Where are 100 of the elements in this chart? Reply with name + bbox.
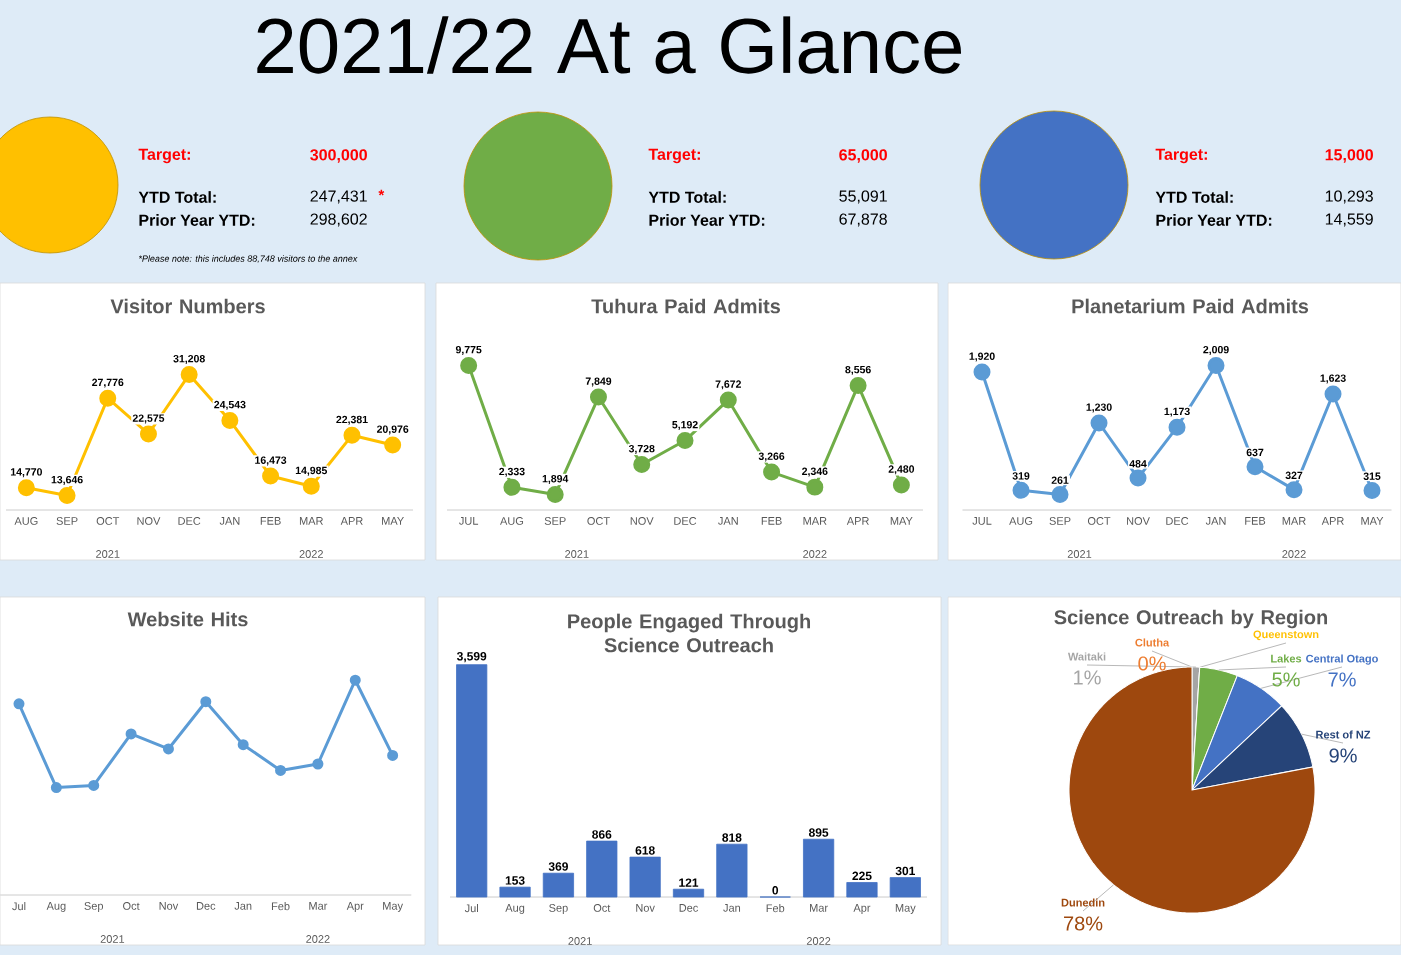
- data-label: 78%: [1064, 916, 1103, 931]
- text: 0%: [1138, 656, 1166, 671]
- text: Prior Year YTD:: [1156, 214, 1272, 226]
- data-label: 315: [1363, 472, 1381, 480]
- x-tick-label: May: [895, 904, 916, 914]
- text: 247,431: [310, 190, 367, 204]
- text: 2021/22 At a Glance: [257, 16, 962, 74]
- text: *Please note: this includes 88,748 visitors to the annex: [138, 255, 358, 263]
- data-label: 895: [808, 828, 829, 837]
- point: [676, 432, 694, 450]
- text: 2022: [306, 935, 330, 943]
- data-label: 225: [852, 871, 872, 881]
- point: [1168, 418, 1186, 436]
- data-label: 7,672: [715, 380, 742, 390]
- bar: [716, 843, 748, 898]
- text: 2022: [803, 550, 827, 558]
- text: 300,000: [310, 149, 367, 163]
- text: *: [378, 189, 385, 196]
- point: [237, 739, 249, 751]
- point: [1051, 486, 1069, 504]
- slice-label: Central Otago: [1306, 654, 1378, 665]
- data-label: 2,333: [499, 467, 525, 477]
- category-label: Clutha: [1135, 638, 1170, 647]
- data-label: 2,009: [1203, 345, 1229, 355]
- text: 65,000: [839, 149, 887, 163]
- text: 14,559: [1325, 213, 1373, 227]
- data-label: 3,266: [758, 452, 785, 462]
- data-label: 121: [679, 878, 699, 887]
- text: 2021: [96, 550, 120, 558]
- point: [162, 743, 174, 755]
- point: [1324, 385, 1342, 403]
- data-label: 24,543: [214, 400, 246, 410]
- point: [589, 388, 607, 406]
- x-tick-label: OCT: [1087, 517, 1111, 525]
- point: [719, 391, 737, 409]
- x-tick-label: Oct: [593, 904, 611, 912]
- point: [1012, 481, 1030, 499]
- point: [343, 426, 361, 444]
- data-label: 9%: [1329, 748, 1357, 763]
- text: YTD Total:: [648, 191, 726, 203]
- text: 67,878: [839, 213, 887, 227]
- text: 2021: [568, 937, 592, 945]
- bar: [629, 856, 661, 898]
- data-label: 1,623: [1320, 374, 1346, 384]
- x-tick-label: Nov: [159, 902, 179, 910]
- text: Prior Year YTD:: [139, 214, 255, 226]
- bar: [672, 888, 705, 898]
- x-tick-label: OCT: [587, 517, 610, 525]
- x-tick-label: FEB: [1245, 517, 1266, 525]
- x-tick-label: JAN: [1205, 517, 1226, 525]
- data-label: 327: [1285, 471, 1303, 480]
- point: [1246, 458, 1264, 476]
- x-tick-label: NOV: [137, 517, 161, 525]
- x-tick-label: Sep: [84, 902, 104, 913]
- bar: [542, 872, 574, 898]
- point: [503, 478, 521, 496]
- x-tick-label: JAN: [718, 517, 738, 525]
- category-label: Queenstown: [1253, 630, 1319, 641]
- x-tick-label: AUG: [1009, 517, 1033, 525]
- data-label: 22,381: [336, 415, 368, 425]
- point: [221, 411, 239, 429]
- data-label: 618: [635, 846, 655, 855]
- chart-title: Science Outreach by Region: [1054, 609, 1328, 629]
- data-label: 261: [1051, 476, 1069, 484]
- slice-label: Lakes: [1271, 654, 1302, 663]
- text: 15,000: [1325, 149, 1373, 163]
- text: YTD Total:: [138, 191, 216, 203]
- data-label: 1,230: [1086, 403, 1112, 413]
- data-label: 866: [592, 830, 612, 839]
- point: [384, 436, 402, 454]
- x-tick-label: AUG: [500, 517, 524, 525]
- x-tick-label: SEP: [56, 517, 78, 525]
- data-label: 31,208: [173, 354, 205, 364]
- x-tick-label: Apr: [346, 902, 364, 912]
- data-label: 5,192: [672, 420, 698, 430]
- data-label: 0: [772, 886, 779, 895]
- x-tick-label: Dec: [196, 902, 216, 910]
- data-label: 14,985: [295, 466, 328, 476]
- text: 2021: [100, 935, 125, 943]
- bar: [846, 882, 878, 898]
- x-tick-label: Feb: [766, 904, 785, 913]
- x-tick-label: FEB: [260, 517, 281, 525]
- point: [1363, 482, 1381, 500]
- text: YTD Total:: [1155, 191, 1233, 203]
- point: [125, 728, 137, 740]
- x-tick-label: MAR: [803, 517, 827, 525]
- x-tick-label: MAR: [1282, 517, 1306, 525]
- data-label: 301: [895, 866, 915, 876]
- data-label: 7,849: [585, 377, 612, 387]
- x-tick-label: MAR: [299, 517, 323, 525]
- data-label: 5%: [1272, 672, 1300, 687]
- x-tick-label: JAN: [219, 517, 240, 525]
- x-tick-label: APR: [846, 517, 869, 525]
- text: 298,602: [310, 213, 367, 227]
- data-label: 153: [505, 876, 525, 885]
- slice-label: Rest of NZ: [1316, 730, 1371, 739]
- point: [50, 782, 62, 794]
- data-label: 27,776: [92, 378, 124, 388]
- data-label: 22,575: [132, 414, 165, 424]
- data-label: 1%: [1074, 670, 1101, 685]
